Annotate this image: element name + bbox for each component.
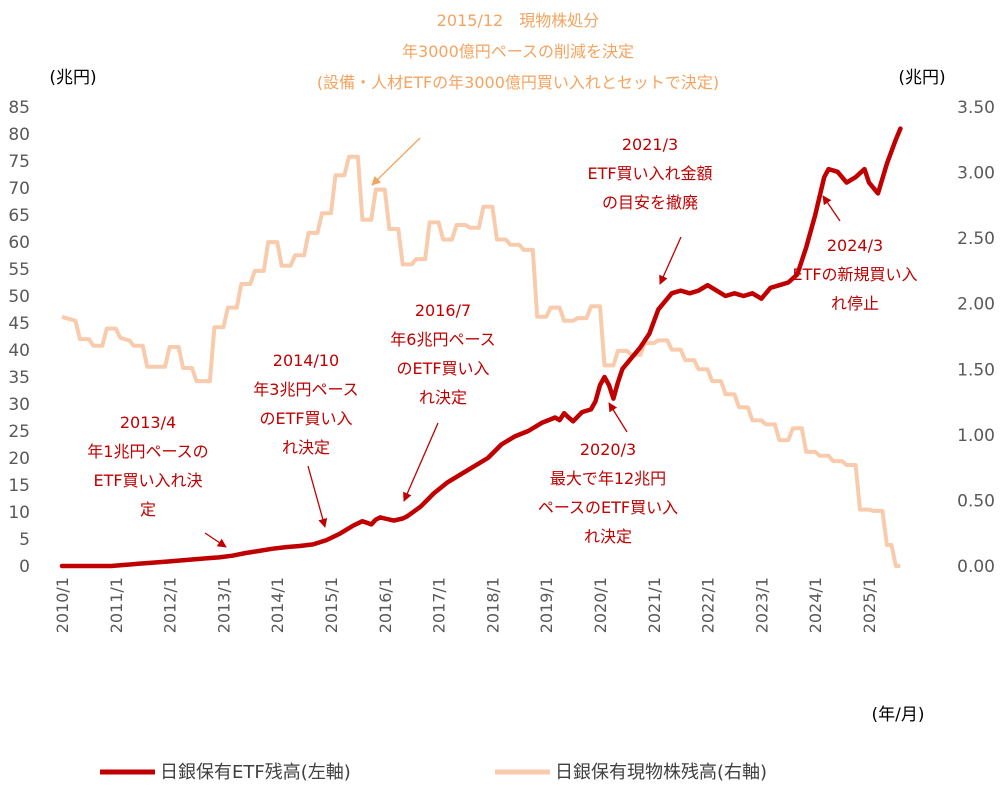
x-tick-label: 2012/1 [161, 577, 180, 633]
annotation-line: れ決定 [282, 438, 330, 457]
y-right-tick-label: 1.00 [957, 426, 995, 446]
y-right-axis: 0.00 0.50 1.00 1.50 2.00 2.50 3.00 3.50 [957, 98, 995, 577]
y-left-tick-label: 15 [8, 476, 30, 496]
annotation-line: 2014/10 [273, 351, 339, 370]
x-tick-label: 2010/1 [53, 577, 72, 633]
x-tick-label: 2017/1 [430, 577, 449, 633]
arrow-2016 [403, 422, 439, 502]
series-line-etf [59, 126, 903, 569]
x-axis-unit: (年/月) [872, 705, 925, 725]
annotation-line: れ決定 [419, 388, 467, 407]
y-left-tick-label: 0 [19, 557, 30, 577]
legend-label-stock: 日銀保有現物株残高(右軸) [555, 762, 767, 783]
y-left-tick-label: 70 [8, 179, 30, 199]
x-tick-label: 2018/1 [483, 577, 502, 633]
y-left-tick-label: 10 [8, 503, 30, 523]
y-left-tick-label: 55 [8, 260, 30, 280]
left-axis-unit: (兆円) [49, 68, 96, 88]
y-left-tick-label: 75 [8, 152, 30, 172]
x-tick-label: 2013/1 [214, 577, 233, 633]
y-left-axis: 0 5 10 15 20 25 30 35 40 45 50 55 60 65 70 75 80 85 [8, 98, 30, 577]
annotation-line: 最大で年12兆円 [550, 469, 666, 488]
x-tick-label: 2021/1 [645, 577, 664, 633]
annotation-line: のETF買い入 [259, 409, 352, 428]
x-tick-label: 2019/1 [537, 577, 556, 633]
arrow-2020 [608, 402, 628, 433]
y-right-tick-label: 2.50 [957, 229, 995, 249]
series-line-stock [61, 154, 901, 568]
annotation-line: 年3000億円ペースの削減を決定 [402, 42, 634, 61]
x-tick-label: 2023/1 [752, 577, 771, 633]
y-left-tick-label: 65 [8, 206, 30, 226]
y-left-tick-label: 80 [8, 125, 30, 145]
x-tick-label: 2025/1 [860, 577, 879, 633]
y-right-tick-label: 0.00 [957, 557, 995, 577]
arrow-2021 [659, 236, 682, 285]
y-left-tick-label: 85 [8, 98, 30, 118]
annotation-line: 年1兆円ペースの [87, 442, 208, 461]
annotation-line: 2016/7 [415, 301, 471, 320]
annotation-line: 定 [140, 500, 156, 519]
annotation-line: 2015/12 現物株処分 [437, 11, 599, 30]
y-left-tick-label: 20 [8, 449, 30, 469]
annotation-line: のETF買い入 [396, 359, 489, 378]
y-right-tick-label: 0.50 [957, 491, 995, 511]
annotation-line: 2021/3 [622, 135, 678, 154]
arrow-2024 [822, 195, 841, 222]
arrow-2014 [307, 465, 328, 528]
y-left-tick-label: 50 [8, 287, 30, 307]
y-left-tick-label: 30 [8, 395, 30, 415]
y-left-tick-label: 35 [8, 368, 30, 388]
right-axis-unit: (兆円) [898, 68, 945, 88]
y-left-tick-label: 40 [8, 341, 30, 361]
x-tick-label: 2015/1 [322, 577, 341, 633]
y-right-tick-label: 1.50 [957, 360, 995, 380]
y-right-tick-label: 2.00 [957, 295, 995, 315]
y-left-tick-label: 5 [19, 530, 30, 550]
y-left-tick-label: 60 [8, 233, 30, 253]
y-right-tick-label: 3.50 [957, 98, 995, 118]
x-tick-label: 2024/1 [806, 577, 825, 633]
x-tick-label: 2016/1 [376, 577, 395, 633]
legend: 日銀保有ETF残高(左軸) 日銀保有現物株残高(右軸) [100, 762, 767, 783]
annotation-line: ETF買い入れ決 [93, 471, 202, 490]
annotation-line: ETFの新規買い入 [792, 265, 917, 284]
annotation-line: ETF買い入れ金額 [587, 164, 712, 183]
annotation-line: 2024/3 [827, 236, 883, 255]
x-tick-label: 2022/1 [699, 577, 718, 633]
annotation-line: (設備・人材ETFの年3000億円買い入れとセットで決定) [317, 73, 719, 92]
annotation-line: 年6兆円ペース [390, 330, 495, 349]
annotation-line: ペースのETF買い入 [538, 498, 678, 517]
annotation-arrows [204, 137, 841, 548]
series-layer [59, 126, 903, 569]
annotation-line: 2020/3 [580, 440, 636, 459]
x-tick-label: 2020/1 [591, 577, 610, 633]
y-left-tick-label: 25 [8, 422, 30, 442]
annotation-line: れ停止 [831, 294, 879, 313]
y-right-tick-label: 3.00 [957, 164, 995, 184]
x-axis: 2010/1 2011/1 2012/1 2013/1 2014/1 2015/1 2016… [53, 577, 879, 633]
x-tick-label: 2014/1 [268, 577, 287, 633]
annotation-line: 2013/4 [120, 413, 176, 432]
annotation-line: の目安を撤廃 [602, 193, 698, 212]
arrow-top [371, 137, 421, 186]
y-left-tick-label: 45 [8, 314, 30, 334]
annotation-line: れ決定 [584, 527, 632, 546]
arrow-2013 [204, 532, 227, 548]
legend-label-etf: 日銀保有ETF残高(左軸) [160, 762, 351, 783]
x-tick-label: 2011/1 [107, 577, 126, 633]
annotation-line: 年3兆円ペース [253, 380, 358, 399]
